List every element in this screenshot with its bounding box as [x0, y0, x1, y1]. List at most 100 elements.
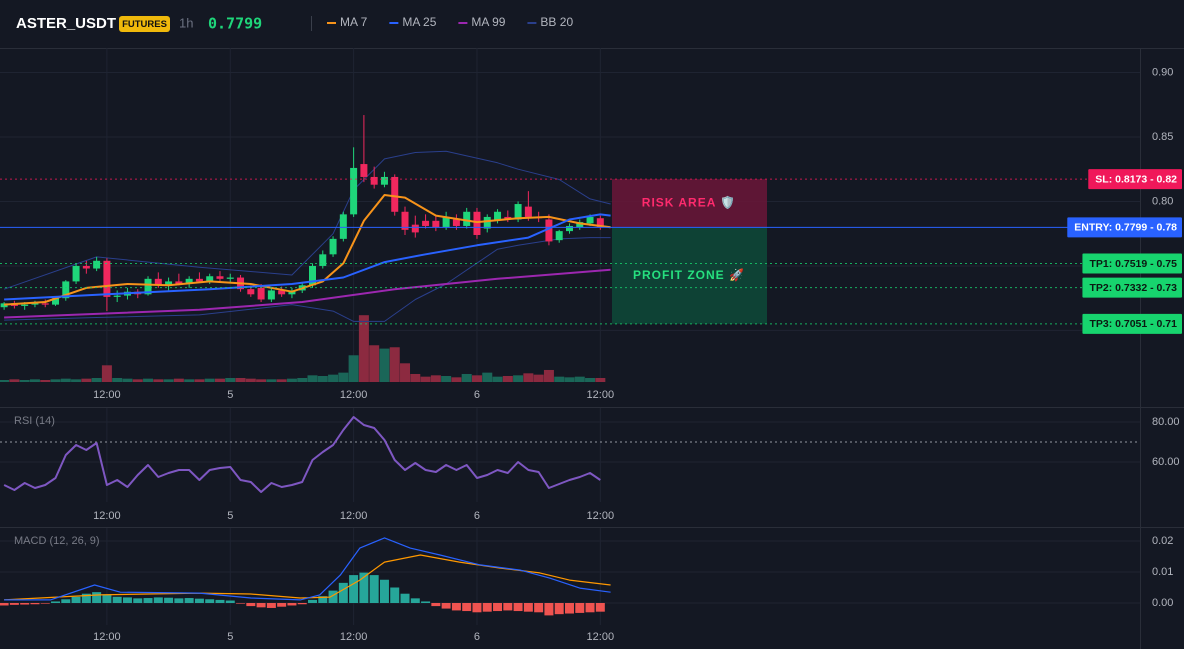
volume-bar [430, 375, 441, 382]
histogram-bar [112, 596, 122, 603]
volume-bar [543, 369, 554, 382]
candle-body [0, 303, 8, 308]
volume-bar [19, 379, 30, 382]
level-label: SL: 0.8173 - 0.82 [1095, 173, 1177, 185]
candle-body [576, 222, 584, 228]
level-label: TP3: 0.7051 - 0.71 [1089, 318, 1177, 330]
histogram-bar [503, 602, 513, 611]
legend-label: MA 7 [340, 15, 368, 29]
candle-body [72, 265, 80, 282]
y-tick-label: 0.90 [1152, 66, 1173, 78]
candle-body [350, 167, 358, 215]
volume-bar [50, 379, 61, 382]
x-tick-label: 12:00 [93, 510, 121, 522]
histogram-bar [40, 602, 50, 604]
histogram-bar [184, 598, 194, 603]
volume-bar [471, 375, 482, 382]
histogram-bar [390, 587, 400, 603]
histogram-bar [523, 602, 533, 612]
histogram-bar [81, 593, 91, 603]
zone-label: RISK AREA 🛡️ [642, 195, 736, 209]
level-label-box [1067, 217, 1182, 238]
volume-bar [153, 379, 164, 382]
candle-body [545, 219, 553, 242]
candle-body [278, 290, 286, 295]
candle-body [483, 216, 491, 229]
volume-bar [595, 377, 606, 382]
candle-body [257, 287, 265, 300]
histogram-bar [266, 602, 276, 608]
volume-bar [585, 377, 596, 382]
histogram-bar [71, 596, 81, 603]
x-tick-label: 5 [227, 510, 233, 522]
histogram-bar [174, 598, 184, 603]
volume-bar [112, 377, 123, 382]
volume-bar [400, 363, 411, 382]
candle-body [154, 278, 162, 286]
x-tick-label: 12:00 [587, 510, 615, 522]
market-label: FUTURES [122, 19, 167, 30]
candle-body [206, 276, 214, 282]
histogram-bar [328, 590, 338, 603]
rsi-line [3, 416, 601, 493]
candle-body [308, 265, 316, 286]
volume-bar [348, 355, 359, 382]
zone [612, 227, 767, 324]
volume-bar [40, 379, 51, 382]
histogram-bar [20, 602, 30, 605]
histogram-bar [297, 602, 307, 605]
histogram-bar [431, 602, 441, 607]
histogram-bar [554, 602, 564, 615]
histogram-bar [400, 593, 410, 603]
histogram-bar [575, 602, 585, 613]
legend-label: MA 99 [471, 15, 505, 29]
candle-body [226, 277, 234, 279]
level-label-box [1082, 253, 1182, 274]
volume-bar [214, 378, 225, 382]
x-tick-label: 12:00 [340, 389, 368, 401]
y-tick-label: 0.01 [1152, 566, 1173, 578]
x-tick-label: 6 [474, 631, 480, 643]
candle-body [524, 206, 532, 217]
volume-bar [173, 378, 184, 382]
candle-body [267, 290, 275, 300]
candle-body [329, 238, 337, 255]
histogram-bar [307, 599, 317, 603]
y-tick-label: 0.80 [1152, 195, 1173, 207]
volume-bar [441, 375, 452, 382]
histogram-bar [122, 597, 132, 603]
volume-bar [410, 373, 421, 382]
candle-body [401, 211, 409, 230]
y-tick-label: 80.00 [1152, 416, 1180, 428]
zone [612, 179, 767, 228]
volume-bar [379, 348, 390, 382]
candle-body [144, 278, 152, 295]
candle-body [319, 254, 327, 266]
histogram-bar [277, 602, 287, 607]
histogram-bar [441, 602, 451, 609]
candle-body [370, 176, 378, 185]
candle-body [165, 281, 173, 286]
histogram-bar [205, 599, 215, 603]
candle-body [380, 176, 388, 185]
candle-body [391, 176, 399, 212]
volume-bar [564, 377, 575, 382]
volume-bar [132, 379, 143, 382]
histogram-bar [9, 602, 19, 605]
histogram-bar [379, 579, 389, 603]
candle-body [452, 219, 460, 226]
x-tick-label: 5 [227, 631, 233, 643]
candle-body [360, 164, 368, 177]
histogram-bar [359, 572, 369, 603]
histogram-bar [534, 602, 544, 613]
histogram-bar [92, 592, 102, 603]
candle-body [216, 276, 224, 279]
candle-body [555, 231, 563, 241]
x-tick-label: 12:00 [340, 631, 368, 643]
legend-label: BB 20 [540, 15, 573, 29]
histogram-bar [451, 602, 461, 611]
signal-line [4, 554, 611, 601]
panel-title: RSI (14) [14, 415, 55, 427]
y-tick-label: 60.00 [1152, 456, 1180, 468]
